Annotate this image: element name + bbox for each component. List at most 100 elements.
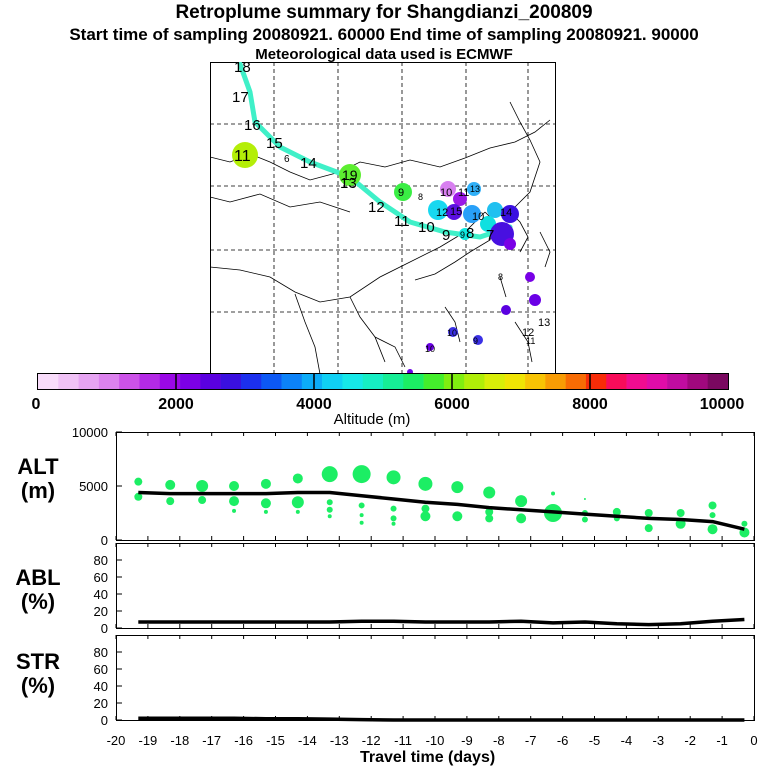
- x-tick-label: -1: [716, 733, 728, 748]
- str-series-line: [138, 716, 745, 722]
- cluster-label: 15: [450, 206, 462, 218]
- plume-point: [418, 476, 433, 491]
- colorbar-cell: [119, 374, 140, 389]
- colorbar-tick: 8000: [572, 396, 608, 413]
- plume-point: [386, 470, 401, 485]
- trajectory-map: 18 17 16 15 14 13 12 11 10 9 8 7 6 11 19…: [210, 62, 556, 374]
- abl-series-line: [138, 617, 745, 627]
- colorbar-cell: [240, 374, 262, 389]
- plume-point: [644, 524, 653, 533]
- cluster-label: 11: [458, 187, 469, 199]
- plume-point: [229, 481, 240, 491]
- colorbar-tick: 0: [32, 396, 41, 413]
- x-tick-label: -9: [461, 733, 473, 748]
- plume-point: [612, 507, 621, 516]
- plume-point: [515, 495, 528, 508]
- colorbar-cell: [443, 374, 465, 389]
- cluster-label: 10: [425, 344, 435, 354]
- colorbar-cell: [383, 374, 404, 389]
- plume-point: [707, 524, 718, 535]
- colorbar-cell: [38, 374, 59, 389]
- plume-point: [229, 496, 240, 507]
- cluster-label: 13: [470, 184, 480, 194]
- colorbar-majors: [175, 373, 591, 390]
- str-panel-label: STR (%): [16, 649, 60, 698]
- plot-frame: [116, 543, 755, 629]
- plume-point: [260, 478, 271, 489]
- plume-point: [352, 465, 371, 484]
- x-tick-label: -5: [589, 733, 601, 748]
- map-graticule: [210, 62, 556, 374]
- cluster-label: 9: [398, 187, 404, 199]
- cluster-label: 10: [472, 211, 484, 223]
- colorbar-cell: [525, 374, 546, 389]
- plume-point: [232, 508, 237, 513]
- plume-point: [326, 506, 333, 513]
- x-tick-label: -18: [170, 733, 189, 748]
- plume-point: [741, 520, 748, 527]
- plume-point: [198, 496, 207, 505]
- y-tick-label: 0: [101, 621, 108, 636]
- traj-label: 17: [232, 89, 249, 106]
- str-panel: 80 60 40 20 0: [94, 635, 755, 728]
- x-tick-label: -20: [107, 733, 126, 748]
- colorbar-cell: [687, 374, 709, 389]
- abl-panel-label: ABL (%): [15, 565, 61, 614]
- y-tick-label: 60: [94, 570, 108, 585]
- plume-point: [263, 509, 268, 514]
- plume-point: [451, 481, 464, 494]
- x-tick-label: -8: [493, 733, 505, 748]
- page-title: Retroplume summary for Shangdianzi_20080…: [175, 2, 593, 23]
- met-data-note: Meteorological data used is ECMWF: [255, 46, 513, 63]
- traj-label: 13: [340, 175, 357, 192]
- trajectory-labels: 18 17 16 15 14 13 12 11 10 9 8 7 6: [232, 62, 494, 244]
- plume-point: [483, 486, 496, 499]
- traj-label: 15: [266, 135, 283, 152]
- colorbar-cell: [98, 374, 120, 389]
- altitude-colorbar: 0 2000 4000 6000 8000 10000 Altitude (m): [32, 373, 744, 428]
- plume-point: [581, 516, 588, 523]
- plume-point: [359, 520, 364, 525]
- y-tick-label: 80: [94, 645, 108, 660]
- plume-point: [420, 511, 431, 522]
- cluster-label: 8: [418, 192, 423, 202]
- plume-point: [134, 492, 143, 501]
- x-tick-label: -13: [330, 733, 349, 748]
- colorbar-cell: [362, 374, 384, 389]
- x-tick-label: -14: [298, 733, 317, 748]
- plume-point: [292, 473, 303, 484]
- colorbar-cell: [58, 374, 79, 389]
- y-tick-label: 10000: [72, 425, 108, 440]
- cluster-label: 9: [473, 336, 478, 346]
- colorbar-cell: [281, 374, 303, 389]
- x-tick-label: -2: [684, 733, 696, 748]
- colorbar-cell: [667, 374, 688, 389]
- colorbar-cell: [545, 374, 566, 389]
- colorbar-cell: [707, 374, 729, 389]
- x-axis-title: Travel time (days): [360, 749, 496, 766]
- colorbar-cell: [504, 374, 526, 389]
- plot-frame: [116, 432, 755, 541]
- cluster-label: 10: [440, 187, 452, 199]
- plume-point: [644, 509, 653, 517]
- plume-point: [485, 507, 494, 516]
- plume-point: [321, 466, 338, 483]
- colorbar-cell: [342, 374, 364, 389]
- colorbar-cell: [646, 374, 668, 389]
- x-tick-label: -3: [653, 733, 665, 748]
- x-tick-label: 0: [750, 733, 757, 748]
- colorbar-cell: [606, 374, 627, 389]
- plume-point: [326, 499, 333, 506]
- plume-point: [165, 479, 176, 490]
- alt-series-line: [138, 490, 745, 531]
- plume-point: [291, 496, 304, 509]
- plume-point: [134, 477, 143, 486]
- traj-label: 7: [486, 227, 494, 244]
- colorbar-cell: [78, 374, 100, 389]
- colorbar-tick: 6000: [434, 396, 470, 413]
- x-tick-label: -19: [139, 733, 158, 748]
- colorbar-cell: [139, 374, 161, 389]
- plume-point: [452, 511, 463, 522]
- plume-point: [390, 515, 397, 522]
